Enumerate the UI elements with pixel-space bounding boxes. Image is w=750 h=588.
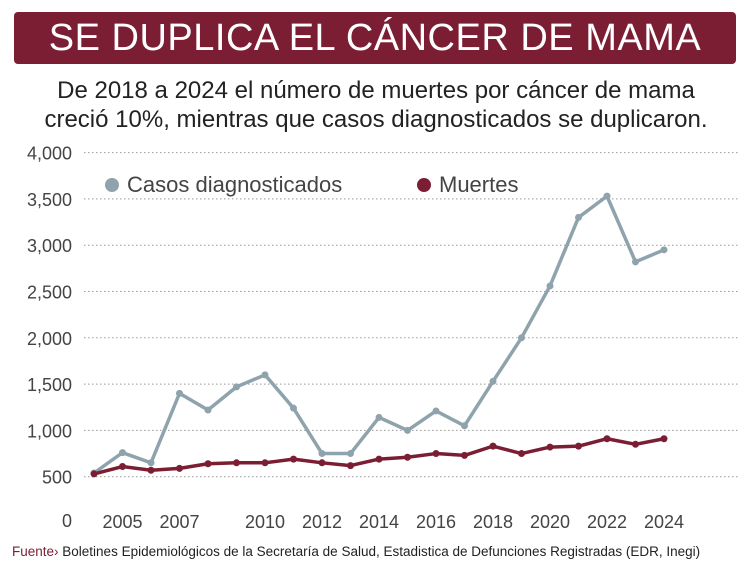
subtitle-line-2: creció 10%, mientras que casos diagnosti… <box>44 106 708 133</box>
x-tick-label: 2014 <box>359 512 399 532</box>
data-point <box>489 377 497 385</box>
data-point <box>546 282 554 290</box>
data-point <box>233 459 240 467</box>
data-point <box>375 455 383 463</box>
data-point <box>347 462 354 470</box>
subtitle-line-1: De 2018 a 2024 el número de muertes por … <box>57 77 695 104</box>
data-point <box>261 459 269 467</box>
legend-marker <box>105 178 119 192</box>
data-point <box>603 192 611 200</box>
data-point <box>518 450 525 458</box>
series-line-casos <box>92 194 665 475</box>
data-point <box>432 407 440 415</box>
line-chart: 0 500 1,000 1,500 2,000 2,500 3,000 3,500 4,000 2… <box>27 144 740 532</box>
data-point <box>375 413 383 421</box>
data-point <box>347 450 354 458</box>
legend-label: Casos diagnosticados <box>127 172 342 197</box>
legend-marker <box>417 178 431 192</box>
data-point <box>147 466 155 474</box>
data-point <box>575 442 582 450</box>
y-tick-label: 3,500 <box>27 190 72 210</box>
x-tick-label: 2020 <box>530 512 570 532</box>
data-point <box>575 213 582 221</box>
data-point <box>404 426 411 434</box>
source-note: Fuente› Boletines Epidemiológicos de la … <box>12 543 712 561</box>
y-tick-label: 2,500 <box>27 283 72 303</box>
y-tick-label: 4,000 <box>27 144 72 164</box>
x-tick-label: 2024 <box>644 512 684 532</box>
y-tick-label: 1,000 <box>27 421 72 441</box>
data-point <box>261 371 269 379</box>
y-tick-label: 500 <box>42 468 72 488</box>
data-point <box>233 383 240 391</box>
data-point <box>404 453 411 461</box>
data-point <box>603 435 611 443</box>
data-point <box>176 389 183 397</box>
data-point <box>318 459 326 467</box>
x-tick-label: 2022 <box>587 512 627 532</box>
y-tick-label: 2,000 <box>27 329 72 349</box>
data-point <box>318 450 326 458</box>
chart-subtitle: De 2018 a 2024 el número de muertes por … <box>8 76 744 134</box>
data-point <box>119 463 126 471</box>
y-tick-label: 1,500 <box>27 375 72 395</box>
data-point <box>518 334 525 342</box>
data-point <box>147 459 155 467</box>
chart-title-banner: SE DUPLICA EL CÁNCER DE MAMA <box>14 12 736 64</box>
data-point <box>660 246 668 254</box>
data-point <box>432 450 440 458</box>
data-point <box>461 422 468 430</box>
x-tick-label: 2016 <box>416 512 456 532</box>
legend-label: Muertes <box>439 172 518 197</box>
data-point <box>632 258 639 266</box>
source-label: Fuente› <box>12 544 59 559</box>
data-point <box>489 442 497 450</box>
y-tick-label: 0 <box>62 511 72 531</box>
y-tick-label: 3,000 <box>27 236 72 256</box>
source-text: Boletines Epidemiológicos de la Secretar… <box>58 544 701 559</box>
data-point <box>204 406 212 414</box>
data-point <box>90 470 98 478</box>
data-point <box>546 443 554 451</box>
data-point <box>290 455 297 463</box>
x-tick-label: 2010 <box>245 512 285 532</box>
x-tick-label: 2018 <box>473 512 513 532</box>
data-point <box>119 449 126 457</box>
data-point <box>660 435 668 443</box>
data-point <box>632 440 639 448</box>
x-tick-label: 2007 <box>159 512 199 532</box>
data-point <box>290 404 297 412</box>
data-point <box>176 464 183 472</box>
x-tick-label: 2005 <box>102 512 142 532</box>
data-point <box>204 460 212 468</box>
data-point <box>461 451 468 459</box>
x-tick-label: 2012 <box>302 512 342 532</box>
